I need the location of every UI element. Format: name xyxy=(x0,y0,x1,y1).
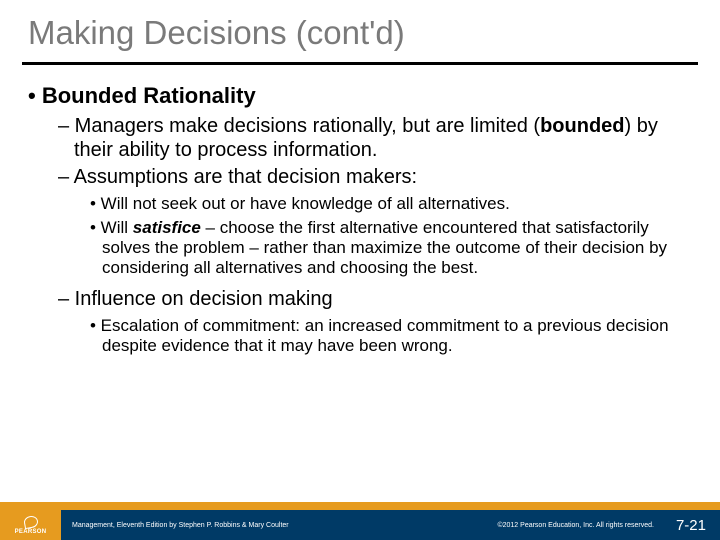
slide-title: Making Decisions (cont'd) xyxy=(0,0,720,58)
footer-credit: Management, Eleventh Edition by Stephen … xyxy=(72,522,289,529)
bullet-level2: – Influence on decision making xyxy=(58,288,698,312)
bullet-level3: • Will satisfice – choose the first alte… xyxy=(90,218,698,278)
text-fragment: • Will xyxy=(90,218,133,237)
logo-curve-icon xyxy=(23,514,39,528)
pearson-logo: PEARSON xyxy=(0,510,62,540)
footer: PEARSON Management, Eleventh Edition by … xyxy=(0,502,720,540)
logo-text: PEARSON xyxy=(15,529,47,535)
bullet-level3: • Will not seek out or have knowledge of… xyxy=(90,194,698,214)
bullet-level2: – Managers make decisions rationally, bu… xyxy=(58,115,698,162)
content-area: • Bounded Rationality – Managers make de… xyxy=(0,65,720,356)
slide-number: 7-21 xyxy=(676,517,706,534)
footer-copyright: ©2012 Pearson Education, Inc. All rights… xyxy=(497,522,654,529)
bullet-level1: • Bounded Rationality xyxy=(28,83,698,109)
footer-main: PEARSON Management, Eleventh Edition by … xyxy=(0,510,720,540)
footer-accent-bar xyxy=(0,502,720,510)
text-fragment: – Managers make decisions rationally, bu… xyxy=(58,115,540,137)
bullet-level2: – Assumptions are that decision makers: xyxy=(58,166,698,190)
bullet-level3: • Escalation of commitment: an increased… xyxy=(90,316,698,356)
bold-text: bounded xyxy=(540,115,624,137)
emphasis-text: satisfice xyxy=(133,218,201,237)
